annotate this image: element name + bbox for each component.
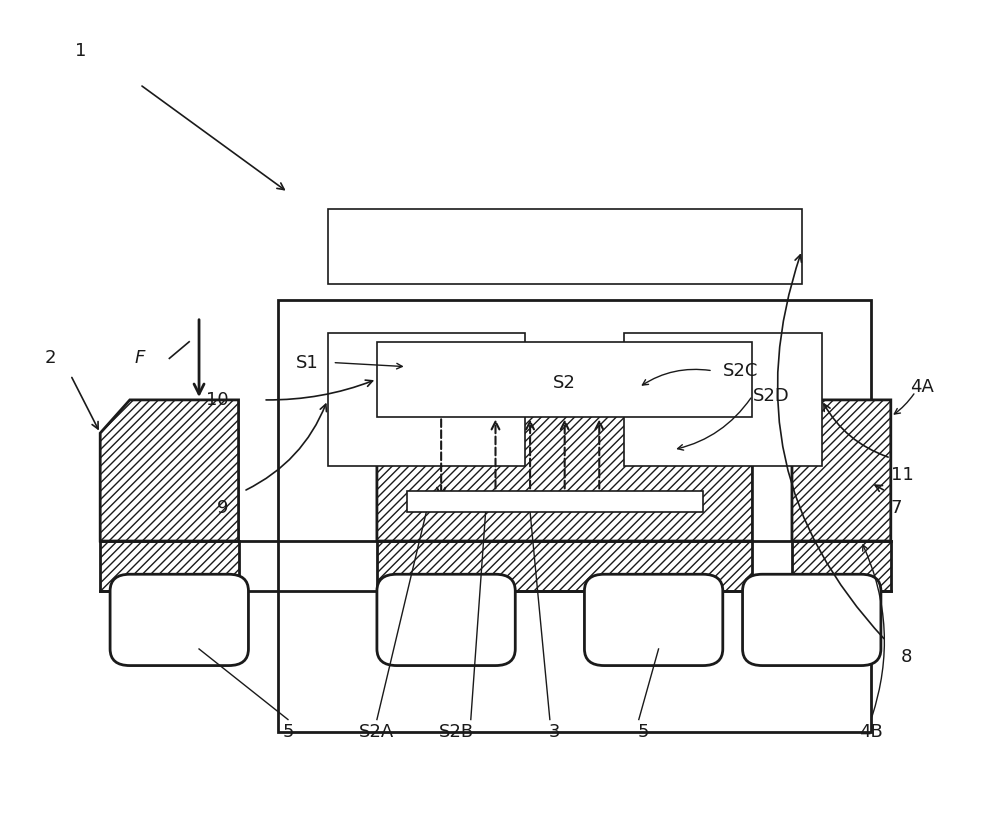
- Text: 11: 11: [891, 466, 914, 484]
- Text: 9: 9: [217, 499, 229, 516]
- FancyBboxPatch shape: [377, 342, 752, 416]
- Text: S2C: S2C: [722, 362, 758, 380]
- Text: 5: 5: [638, 723, 649, 741]
- Text: S2A: S2A: [360, 723, 394, 741]
- Text: S1: S1: [296, 353, 319, 372]
- Polygon shape: [792, 541, 891, 591]
- Text: 10: 10: [206, 391, 229, 409]
- Text: 8: 8: [901, 648, 912, 666]
- FancyBboxPatch shape: [327, 209, 802, 284]
- Polygon shape: [377, 541, 752, 591]
- Text: S2D: S2D: [752, 387, 789, 405]
- FancyBboxPatch shape: [585, 574, 722, 666]
- Text: 4B: 4B: [859, 723, 883, 741]
- Text: F: F: [135, 349, 145, 367]
- Text: 1: 1: [74, 42, 86, 60]
- FancyBboxPatch shape: [327, 333, 525, 466]
- Text: 2: 2: [45, 349, 56, 367]
- Text: S2: S2: [553, 374, 576, 392]
- Text: 5: 5: [282, 723, 293, 741]
- Text: 3: 3: [549, 723, 561, 741]
- Polygon shape: [100, 400, 239, 541]
- FancyBboxPatch shape: [624, 333, 822, 466]
- Polygon shape: [377, 400, 752, 541]
- FancyBboxPatch shape: [377, 574, 515, 666]
- Polygon shape: [792, 400, 891, 541]
- FancyBboxPatch shape: [406, 491, 703, 512]
- Text: 7: 7: [891, 499, 902, 516]
- Text: 4A: 4A: [911, 378, 935, 397]
- FancyBboxPatch shape: [110, 574, 249, 666]
- FancyBboxPatch shape: [278, 300, 871, 732]
- FancyBboxPatch shape: [742, 574, 881, 666]
- Text: S2B: S2B: [438, 723, 474, 741]
- Polygon shape: [100, 541, 239, 591]
